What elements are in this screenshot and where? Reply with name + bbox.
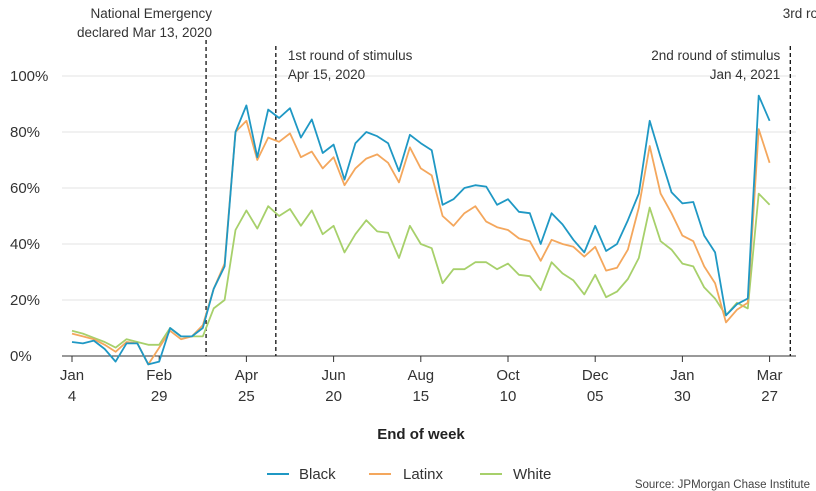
x-tick-month: Mar [757,367,783,384]
source-note: Source: JPMorgan Chase Institute [635,479,810,491]
x-tick-month: Jan [60,367,84,384]
legend-label-white: White [513,466,551,483]
series-line-latinx [71,119,771,366]
x-tick-month: Jun [322,367,346,384]
event-label-line1: 2nd round of stimulus [651,48,780,63]
legend-label-black: Black [299,466,336,483]
event-label-line2: Apr 15, 2020 [288,67,365,82]
x-tick-day: 4 [68,388,76,405]
series-line-black [71,94,771,366]
x-tick-day: 10 [500,388,517,405]
y-tick-label: 100% [10,68,48,85]
y-tick-label: 40% [10,236,40,253]
x-tick-day: 15 [412,388,429,405]
event-markers: National Emergency declared Mar 13, 2020 1… [77,6,816,356]
axes: 0% 20% 40% 60% 80% 100% Jan 4 Feb 29 Apr 25 Jun 20 Aug… [10,68,796,405]
event-label-line1: 1st round of stimulus [288,48,413,63]
legend-label-latinx: Latinx [403,466,444,483]
event-label-line1: National Emergency [91,6,213,21]
x-tick-day: 20 [325,388,342,405]
gridlines [62,75,796,301]
event-label-line1: 3rd round of stimulus [783,6,816,21]
y-tick-label: 0% [10,348,32,365]
series-lines [71,94,771,366]
x-tick-month: Oct [496,367,520,384]
y-tick-label: 60% [10,180,40,197]
series-line-white [71,192,771,349]
x-tick-month: Apr [235,367,258,384]
legend: Black Latinx White [267,466,551,483]
y-tick-label: 20% [10,292,40,309]
x-tick-month: Jan [670,367,694,384]
x-tick-month: Dec [582,367,609,384]
event-label-line2: Jan 4, 2021 [710,67,781,82]
x-tick-day: 25 [238,388,255,405]
x-tick-day: 27 [761,388,778,405]
event-label-line2: declared Mar 13, 2020 [77,25,212,40]
x-tick-day: 05 [587,388,604,405]
x-tick-day: 30 [674,388,691,405]
x-tick-month: Aug [407,367,434,384]
x-tick-month: Feb [146,367,172,384]
y-tick-label: 80% [10,124,40,141]
x-axis-title: End of week [377,426,465,443]
x-tick-day: 29 [151,388,168,405]
